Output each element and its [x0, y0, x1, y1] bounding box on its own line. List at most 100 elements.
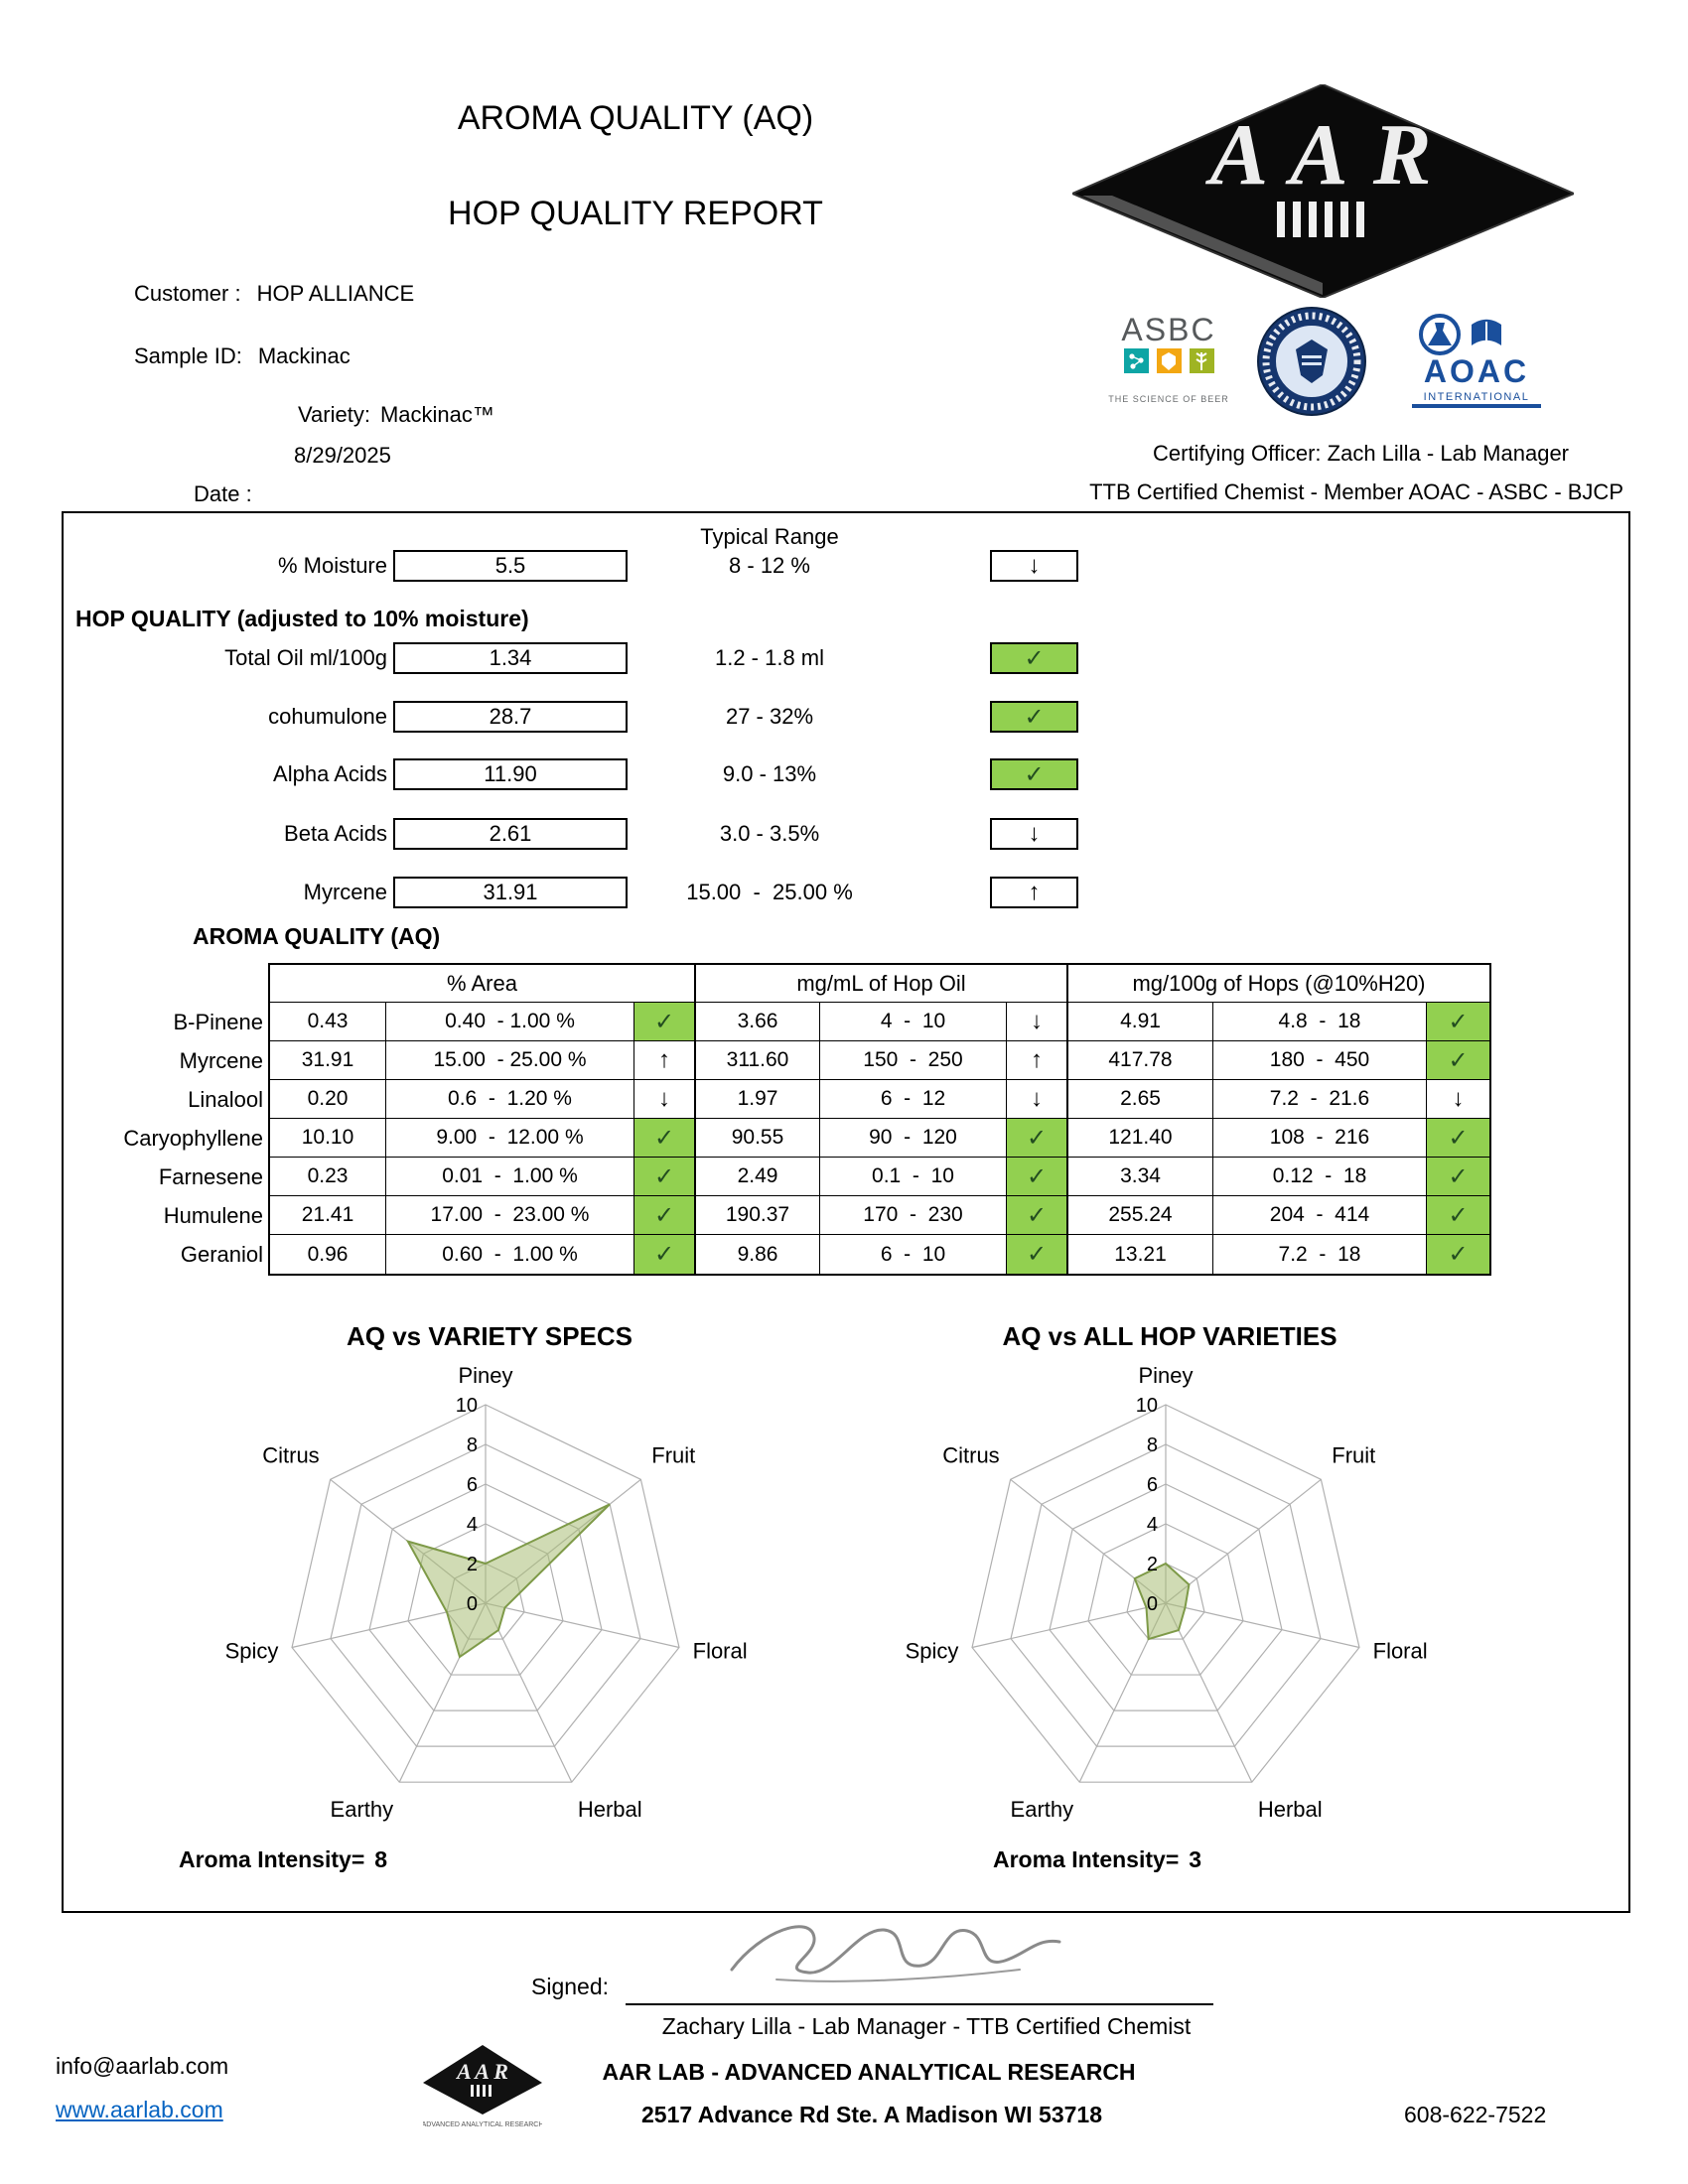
signature-scribble: [730, 1925, 1061, 1982]
radar-title-variety-specs: AQ vs VARIETY SPECS: [346, 1321, 633, 1351]
analyte-value-box: 31.91: [393, 877, 628, 908]
summary-row: cohumulone 28.7 27 - 32% ✓: [0, 701, 1688, 733]
certifying-credentials-line: TTB Certified Chemist - Member AOAC - AS…: [1089, 479, 1623, 504]
compound-value: 417.78: [1068, 1041, 1213, 1080]
aoac-underline: [1412, 404, 1541, 408]
aar-footer-stripes: [471, 2085, 492, 2097]
col-header-percent-area: % Area: [270, 965, 696, 1003]
report-title-main: HOP QUALITY REPORT: [448, 195, 823, 232]
analyte-label: cohumulone: [268, 704, 387, 729]
status-check-icon: ✓: [1007, 1196, 1068, 1235]
compound-label: B-Pinene: [173, 1010, 263, 1034]
asbc-logo: ASBC THE SCIENCE OF BEER: [1108, 313, 1228, 404]
compound-value: 0.96: [270, 1235, 386, 1274]
compound-label: Myrcene: [179, 1048, 263, 1073]
typical-range-value: 15.00 - 25.00 %: [686, 880, 853, 904]
compound-value: 13.21: [1068, 1235, 1213, 1274]
compound-value: 1.97: [696, 1080, 820, 1119]
status-up-arrow-icon: ↑: [990, 877, 1078, 908]
compound-range: 6 - 12: [820, 1080, 1007, 1119]
compound-value: 121.40: [1068, 1119, 1213, 1158]
aroma-intensity-label: Aroma Intensity=: [179, 1846, 365, 1872]
sample-id-value: Mackinac: [257, 343, 351, 368]
status-down-arrow-icon: ↓: [1007, 1080, 1068, 1119]
ttb-emblem-stripe2: [1302, 362, 1322, 365]
compound-range: 108 - 216: [1213, 1119, 1427, 1158]
compound-label: Farnesene: [158, 1164, 263, 1189]
website-link[interactable]: www.aarlab.com: [56, 2097, 223, 2122]
compound-range: 4.8 - 18: [1213, 1003, 1427, 1041]
compound-value: 10.10: [270, 1119, 386, 1158]
analyte-value-box: 5.5: [393, 550, 628, 582]
summary-row: % Moisture 5.5 8 - 12 % ↓: [0, 550, 1688, 582]
radar-tick-label: 2: [467, 1554, 478, 1575]
radar-tick-label: 0: [1147, 1593, 1158, 1615]
signer-name-line: Zachary Lilla - Lab Manager - TTB Certif…: [661, 2013, 1192, 2039]
compound-range: 15.00 - 25.00 %: [386, 1041, 634, 1080]
radar-gridline: [330, 1443, 641, 1747]
status-check-icon: ✓: [1427, 1003, 1489, 1041]
asbc-hop-icon: [1162, 352, 1176, 370]
compound-value: 311.60: [696, 1041, 820, 1080]
status-down-arrow-icon: ↓: [634, 1080, 696, 1119]
summary-row: Total Oil ml/100g 1.34 1.2 - 1.8 ml ✓: [0, 642, 1688, 674]
radar-spoke: [971, 1602, 1167, 1649]
radar-axis-label: Earthy: [331, 1797, 394, 1822]
radar-tick-label: 2: [1147, 1554, 1158, 1575]
summary-row: Myrcene 31.91 15.00 - 25.00 % ↑: [0, 877, 1688, 908]
contact-email: info@aarlab.com: [56, 2053, 229, 2079]
sample-id-line: Sample ID: Mackinac: [134, 343, 351, 369]
radar-axis-label: Piney: [1138, 1363, 1193, 1388]
lab-name-line: AAR LAB - ADVANCED ANALYTICAL RESEARCH: [602, 2059, 1136, 2085]
compound-range: 7.2 - 21.6: [1213, 1080, 1427, 1119]
status-check-icon: ✓: [1427, 1196, 1489, 1235]
aar-footer-tagline: ADVANCED ANALYTICAL RESEARCH: [423, 2121, 542, 2128]
status-up-arrow-icon: ↑: [1007, 1041, 1068, 1080]
compound-range: 150 - 250: [820, 1041, 1007, 1080]
status-check-icon: ✓: [1007, 1158, 1068, 1196]
radar-axis-label: Spicy: [906, 1639, 959, 1664]
compound-range: 17.00 - 23.00 %: [386, 1196, 634, 1235]
radar-tick-label: 6: [1147, 1474, 1158, 1496]
customer-value: HOP ALLIANCE: [256, 281, 415, 306]
radar-axis-label: Fruit: [651, 1443, 695, 1468]
radar-axis-label: Herbal: [578, 1797, 642, 1822]
radar-gridline: [1049, 1483, 1283, 1711]
analyte-label: Alpha Acids: [273, 761, 387, 786]
sample-id-label: Sample ID:: [134, 343, 242, 368]
status-check-icon: ✓: [1007, 1235, 1068, 1274]
status-down-arrow-icon: ↓: [990, 818, 1078, 850]
typical-range-value: 8 - 12 %: [729, 553, 810, 578]
radar-gridline: [1010, 1443, 1322, 1747]
aroma-intensity-value: 3: [1189, 1846, 1202, 1872]
hop-quality-heading: HOP QUALITY (adjusted to 10% moisture): [75, 606, 529, 631]
compound-value: 0.23: [270, 1158, 386, 1196]
asbc-teal-square: [1124, 348, 1149, 373]
radar-axis-label: Citrus: [942, 1443, 999, 1468]
radar-axis-label: Earthy: [1011, 1797, 1074, 1822]
radar-gridline: [971, 1404, 1360, 1783]
radar-title-all-varieties: AQ vs ALL HOP VARIETIES: [1002, 1321, 1337, 1351]
lab-address: 2517 Advance Rd Ste. A Madison WI 53718: [641, 2102, 1102, 2127]
analyte-label: Total Oil ml/100g: [224, 645, 387, 670]
aoac-logo: AOAC INTERNATIONAL: [1412, 314, 1541, 408]
compound-range: 180 - 450: [1213, 1041, 1427, 1080]
asbc-molecule-icon: [1129, 353, 1144, 369]
compound-value: 3.34: [1068, 1158, 1213, 1196]
radar-axis-label: Spicy: [225, 1639, 279, 1664]
status-check-icon: ✓: [1427, 1158, 1489, 1196]
variety-value: Mackinac™: [379, 402, 494, 427]
ttb-seal-logo: [1257, 307, 1366, 416]
aroma-quality-heading: AROMA QUALITY (AQ): [193, 923, 441, 949]
col-header-mg-ml-oil: mg/mL of Hop Oil: [696, 965, 1068, 1003]
compound-range: 4 - 10: [820, 1003, 1007, 1041]
analyte-value-box: 11.90: [393, 758, 628, 790]
radar-axis-label: Piney: [458, 1363, 512, 1388]
typical-range-header: Typical Range: [700, 524, 839, 549]
radar-spoke: [1165, 1602, 1360, 1649]
status-check-icon: ✓: [1427, 1041, 1489, 1080]
status-check-icon: ✓: [634, 1235, 696, 1274]
compound-label: Caryophyllene: [123, 1126, 263, 1151]
analyte-label: Beta Acids: [284, 821, 387, 846]
